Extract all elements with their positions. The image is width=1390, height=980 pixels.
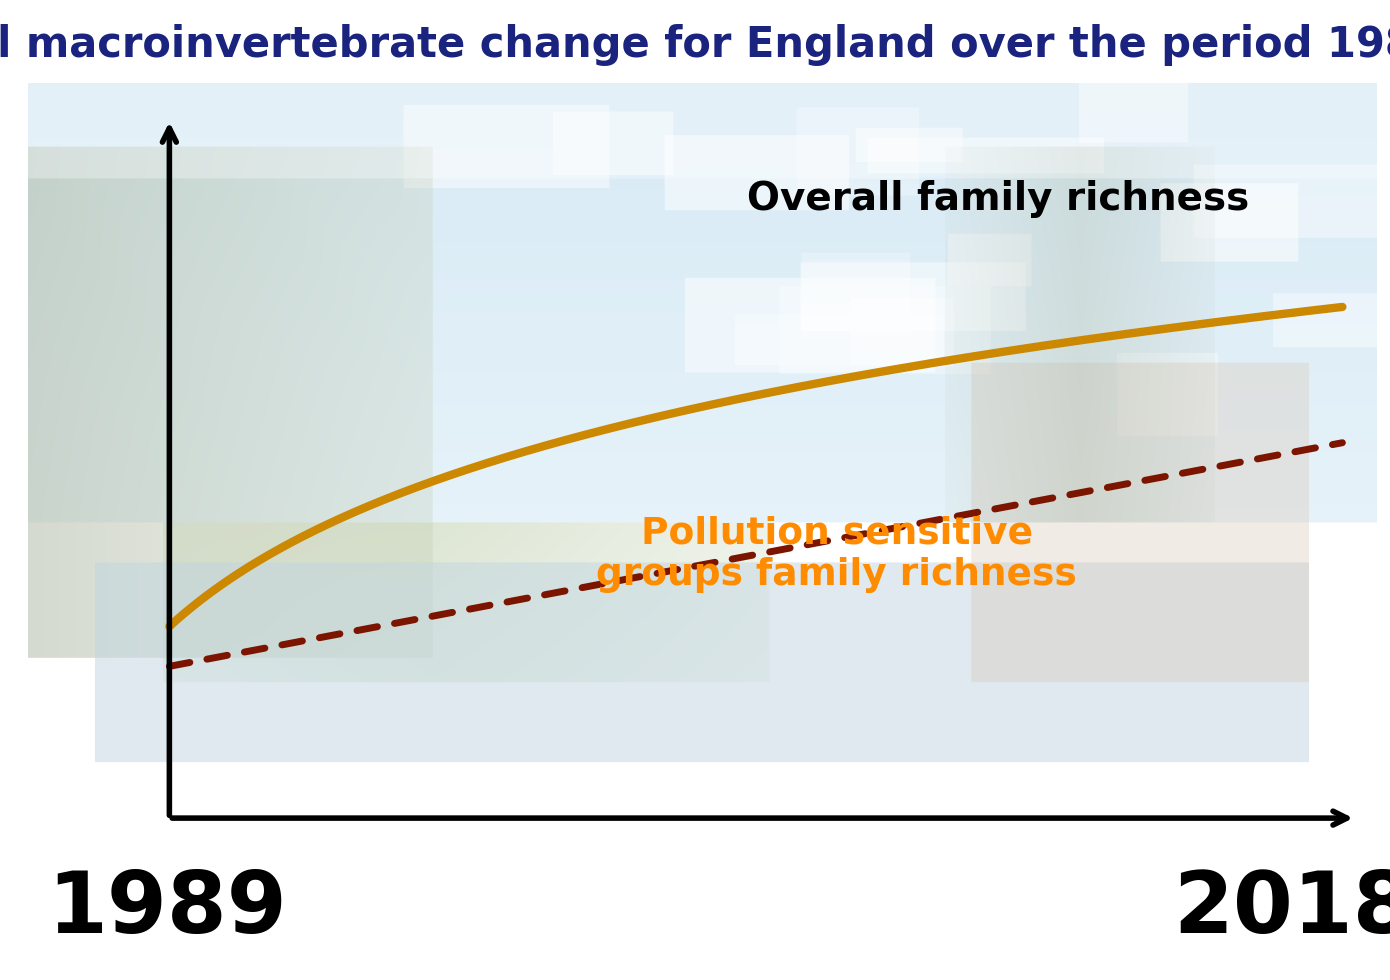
Text: 1989: 1989 [47, 867, 286, 951]
Text: Pollution sensitive
groups family richness: Pollution sensitive groups family richne… [596, 515, 1077, 593]
Text: 2018: 2018 [1173, 867, 1390, 951]
Text: Overall family richness: Overall family richness [748, 180, 1250, 219]
Text: National macroinvertebrate change for England over the period 1989-2018: National macroinvertebrate change for En… [0, 24, 1390, 67]
